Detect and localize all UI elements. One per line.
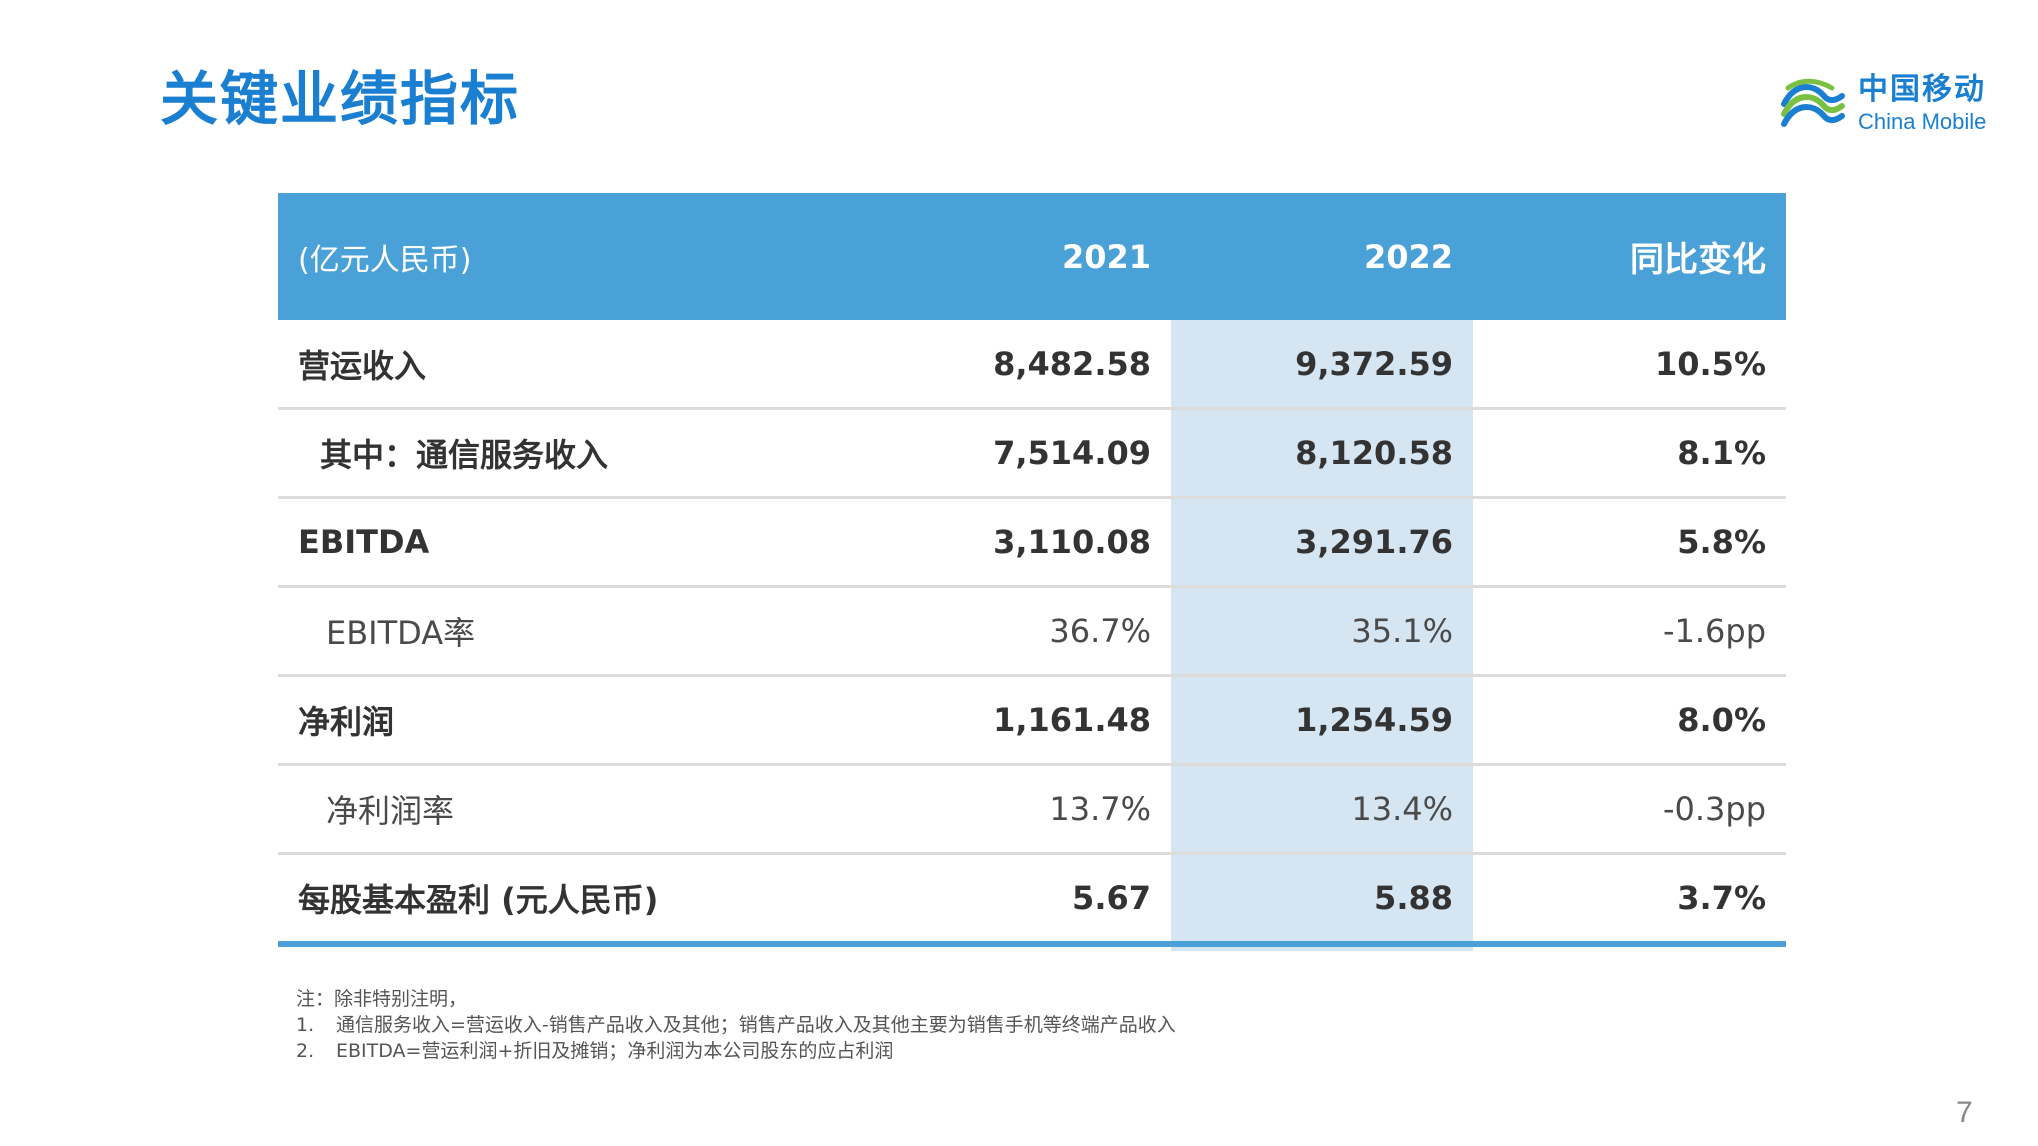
table-row: EBITDA率 36.7% 35.1% -1.6pp bbox=[278, 585, 1786, 674]
table-header: (亿元人民币) 2021 2022 同比变化 bbox=[278, 193, 1786, 320]
china-mobile-logo-icon bbox=[1781, 78, 1845, 127]
cell-2022: 3,291.76 bbox=[1295, 523, 1453, 561]
table-row: 每股基本盈利 (元人民币) 5.67 5.88 3.7% bbox=[278, 852, 1786, 941]
note-text: 通信服务收入=营运收入-销售产品收入及其他；销售产品收入及其他主要为销售手机等终… bbox=[336, 1014, 1176, 1036]
table-row: 净利润 1,161.48 1,254.59 8.0% bbox=[278, 674, 1786, 763]
header-2021: 2021 bbox=[1061, 237, 1151, 276]
note-number: 2. bbox=[296, 1040, 315, 1062]
table-row: 净利润率 13.7% 13.4% -0.3pp bbox=[278, 763, 1786, 852]
note-item: 1. 通信服务收入=营运收入-销售产品收入及其他；销售产品收入及其他主要为销售手… bbox=[296, 1012, 1176, 1038]
row-label: 净利润 bbox=[298, 703, 395, 741]
cell-change: 3.7% bbox=[1677, 879, 1766, 917]
cell-change: 8.0% bbox=[1677, 701, 1766, 739]
logo-name-en: China Mobile bbox=[1858, 109, 1987, 134]
cell-change: 5.8% bbox=[1677, 523, 1766, 561]
kpi-table: (亿元人民币) 2021 2022 同比变化 营运收入 8,482.58 9,3… bbox=[278, 193, 1786, 951]
page-title: 关键业绩指标 bbox=[160, 65, 521, 133]
logo-name-cn: 中国移动 bbox=[1858, 72, 1986, 107]
row-label: 净利润率 bbox=[326, 792, 455, 830]
note-item: 2. EBITDA=营运利润+折旧及摊销；净利润为本公司股东的应占利润 bbox=[296, 1038, 1176, 1064]
cell-2022: 9,372.59 bbox=[1295, 344, 1453, 383]
notes-intro: 注：除非特别注明， bbox=[296, 988, 468, 1010]
table-row: 其中：通信服务收入 7,514.09 8,120.58 8.1% bbox=[278, 407, 1786, 496]
cell-2022: 8,120.58 bbox=[1295, 434, 1453, 472]
row-label: 每股基本盈利 (元人民币) bbox=[298, 881, 659, 919]
cell-2021: 13.7% bbox=[1049, 790, 1151, 828]
note-text: EBITDA=营运利润+折旧及摊销；净利润为本公司股东的应占利润 bbox=[336, 1040, 894, 1062]
cell-change: -1.6pp bbox=[1662, 612, 1766, 650]
footnotes: 注：除非特别注明， 1. 通信服务收入=营运收入-销售产品收入及其他；销售产品收… bbox=[296, 986, 1176, 1064]
company-logo: 中国移动 China Mobile bbox=[1778, 64, 1986, 144]
cell-2022: 5.88 bbox=[1374, 879, 1453, 917]
header-change: 同比变化 bbox=[1630, 240, 1766, 280]
cell-2022: 1,254.59 bbox=[1295, 701, 1453, 739]
cell-change: -0.3pp bbox=[1662, 790, 1766, 828]
table-row: EBITDA 3,110.08 3,291.76 5.8% bbox=[278, 496, 1786, 585]
cell-2021: 3,110.08 bbox=[993, 523, 1151, 561]
row-label: EBITDA bbox=[298, 523, 430, 561]
cell-change: 10.5% bbox=[1654, 344, 1766, 383]
table-row: 营运收入 8,482.58 9,372.59 10.5% bbox=[278, 320, 1786, 407]
table-bottom-rule bbox=[278, 941, 1786, 947]
header-unit: (亿元人民币) bbox=[298, 242, 472, 278]
cell-2021: 36.7% bbox=[1049, 612, 1151, 650]
row-label: 其中：通信服务收入 bbox=[320, 436, 609, 474]
row-label: EBITDA率 bbox=[326, 614, 476, 652]
header-2022: 2022 bbox=[1363, 237, 1453, 276]
note-number: 1. bbox=[296, 1014, 315, 1036]
cell-2021: 7,514.09 bbox=[993, 434, 1151, 472]
cell-2021: 5.67 bbox=[1072, 879, 1151, 917]
cell-2022: 13.4% bbox=[1351, 790, 1453, 828]
cell-2021: 8,482.58 bbox=[993, 344, 1151, 383]
page-number: 7 bbox=[1956, 1096, 1973, 1129]
highlight-column-2022 bbox=[1171, 320, 1473, 951]
cell-2021: 1,161.48 bbox=[993, 701, 1151, 739]
cell-2022: 35.1% bbox=[1351, 612, 1453, 650]
cell-change: 8.1% bbox=[1677, 434, 1766, 472]
row-label: 营运收入 bbox=[298, 346, 427, 385]
